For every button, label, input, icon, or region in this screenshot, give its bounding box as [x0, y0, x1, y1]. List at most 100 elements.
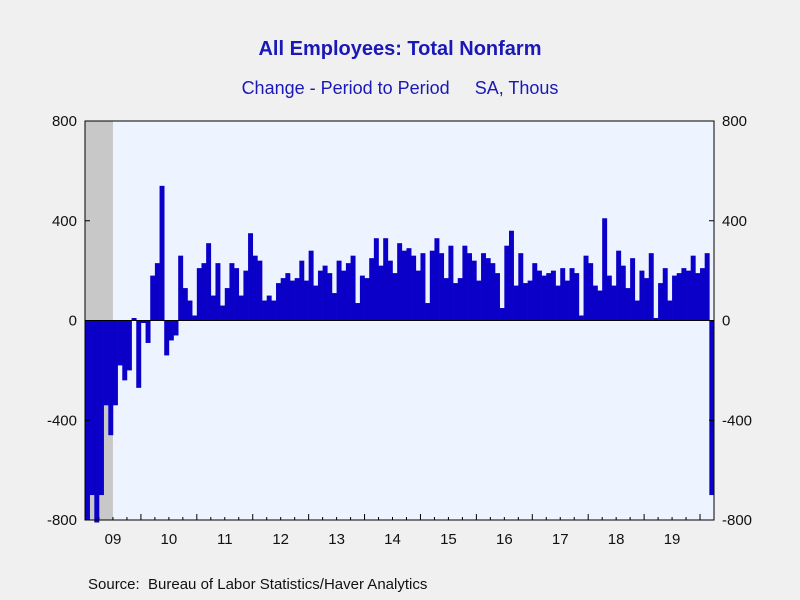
bar	[187, 300, 193, 321]
bar	[210, 295, 216, 321]
bar	[415, 270, 421, 321]
bar	[336, 260, 342, 321]
x-tick-label: 14	[384, 531, 401, 548]
x-tick-label: 10	[161, 531, 178, 548]
bar	[406, 248, 412, 321]
bar	[117, 320, 123, 366]
bar	[131, 318, 137, 321]
bar	[625, 288, 631, 321]
bar	[248, 233, 254, 321]
bar	[658, 283, 664, 321]
bar	[620, 265, 626, 321]
bar	[383, 238, 389, 321]
bar	[266, 295, 272, 321]
x-tick-label: 17	[552, 531, 569, 548]
bar	[709, 320, 715, 496]
bar	[299, 260, 305, 321]
bar	[154, 263, 160, 321]
bar	[178, 255, 184, 321]
bar	[648, 253, 654, 321]
bar	[331, 293, 337, 321]
bar	[122, 320, 128, 381]
bar	[490, 263, 496, 321]
bar	[443, 278, 449, 321]
bar	[392, 273, 398, 321]
bar	[429, 250, 435, 321]
bar	[276, 283, 281, 321]
bar	[262, 300, 268, 321]
bar	[522, 283, 528, 321]
bar	[462, 245, 468, 321]
y-tick-label-right: -400	[722, 412, 752, 429]
bar	[327, 273, 333, 321]
y-tick-label-right: 800	[722, 113, 747, 130]
bar	[369, 258, 375, 321]
bar	[555, 285, 561, 321]
bar	[588, 263, 594, 321]
x-tick-label: 12	[272, 531, 289, 548]
bar	[317, 270, 323, 321]
x-tick-label: 18	[608, 531, 625, 548]
bar	[411, 255, 417, 321]
bar	[350, 255, 356, 321]
bar	[173, 320, 179, 336]
bar	[136, 320, 142, 388]
bar	[89, 320, 95, 496]
bar	[564, 280, 570, 321]
bar	[485, 258, 491, 321]
x-tick-label: 15	[440, 531, 457, 548]
bar	[574, 273, 580, 321]
bar	[215, 263, 221, 321]
y-tick-label-right: 400	[722, 213, 747, 230]
bar	[341, 270, 347, 321]
bar	[294, 278, 300, 321]
bar	[150, 275, 156, 321]
bar	[322, 265, 328, 321]
bar	[238, 295, 244, 321]
bar	[290, 280, 295, 321]
bar	[168, 320, 174, 341]
bar	[145, 320, 151, 343]
bar	[234, 268, 240, 321]
bar	[686, 270, 691, 321]
x-tick-label: 19	[664, 531, 681, 548]
bar	[98, 320, 104, 496]
y-tick-label-right: -800	[722, 512, 752, 529]
chart-title: All Employees: Total Nonfarm	[258, 38, 542, 60]
bar	[672, 275, 678, 321]
bar	[667, 300, 673, 321]
bar	[439, 253, 445, 321]
bar	[252, 255, 258, 321]
bar	[536, 270, 542, 321]
bar	[313, 285, 319, 321]
bar	[704, 253, 710, 321]
bar	[606, 275, 612, 321]
bar	[504, 245, 510, 321]
bar	[192, 315, 198, 321]
bar	[94, 320, 100, 523]
bar	[378, 265, 384, 321]
bar	[257, 260, 263, 321]
chart-source: Source: Bureau of Labor Statistics/Haver…	[88, 576, 428, 593]
bar	[103, 320, 109, 406]
bar	[578, 315, 584, 321]
bar	[397, 243, 403, 321]
bar	[206, 243, 212, 321]
bar	[476, 280, 482, 321]
bar	[616, 250, 622, 321]
x-tick-label: 13	[328, 531, 345, 548]
bar	[243, 270, 249, 321]
bar	[420, 253, 426, 321]
bar	[224, 288, 230, 321]
bar	[695, 273, 701, 321]
bar	[653, 318, 659, 321]
bar	[513, 285, 519, 321]
bar	[280, 278, 286, 321]
bar	[401, 250, 407, 321]
bar	[387, 260, 393, 321]
bar	[481, 253, 486, 321]
bar	[425, 303, 431, 321]
y-tick-label-left: -800	[47, 512, 77, 529]
chart-subtitle: Change - Period to Period SA, Thous	[0, 78, 800, 99]
bar	[308, 250, 314, 321]
